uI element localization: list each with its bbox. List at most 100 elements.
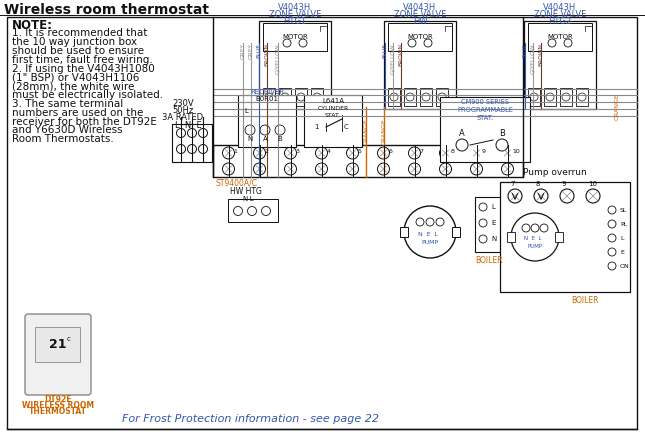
Circle shape: [508, 189, 522, 203]
Text: G/YELLOW: G/YELLOW: [275, 43, 281, 73]
Bar: [400, 227, 408, 237]
Circle shape: [404, 206, 456, 258]
Circle shape: [502, 147, 513, 159]
Text: HTG2: HTG2: [548, 17, 571, 26]
Text: ZONE VALVE: ZONE VALVE: [534, 10, 586, 19]
Circle shape: [199, 144, 208, 153]
Text: CM900 SERIES: CM900 SERIES: [461, 99, 509, 105]
Circle shape: [531, 224, 539, 232]
Circle shape: [284, 163, 297, 175]
Bar: [35, 327, 80, 362]
Circle shape: [248, 207, 257, 215]
Text: BROWN: BROWN: [539, 43, 544, 66]
Text: Room Thermostats.: Room Thermostats.: [12, 134, 114, 144]
Circle shape: [560, 189, 574, 203]
Text: 2: 2: [264, 149, 268, 154]
Text: N  E  L: N E L: [524, 236, 542, 241]
Text: ON: ON: [620, 263, 630, 269]
Text: V4043H: V4043H: [543, 3, 577, 12]
Circle shape: [470, 163, 482, 175]
Circle shape: [562, 93, 570, 101]
Text: B0R01: B0R01: [255, 96, 279, 102]
Text: the 10 way junction box: the 10 way junction box: [12, 37, 137, 47]
Circle shape: [188, 128, 197, 138]
Circle shape: [245, 125, 255, 135]
Circle shape: [479, 235, 487, 243]
Circle shape: [502, 163, 513, 175]
Text: first time, fault free wiring.: first time, fault free wiring.: [12, 55, 153, 65]
Bar: [238, 95, 296, 147]
Circle shape: [223, 163, 235, 175]
Bar: [304, 95, 362, 147]
Bar: [420, 88, 432, 106]
Text: C: C: [344, 124, 348, 130]
Text: 10: 10: [588, 181, 597, 187]
Text: (1" BSP) or V4043H1106: (1" BSP) or V4043H1106: [12, 72, 139, 83]
Circle shape: [199, 128, 208, 138]
Circle shape: [438, 93, 446, 101]
Text: E: E: [620, 249, 624, 254]
Text: 1. It is recommended that: 1. It is recommended that: [12, 29, 147, 38]
Circle shape: [253, 147, 266, 159]
Circle shape: [299, 39, 307, 47]
Circle shape: [470, 147, 482, 159]
Circle shape: [346, 147, 359, 159]
Bar: [555, 232, 563, 242]
Text: L: L: [491, 204, 495, 210]
Bar: [475, 197, 503, 252]
Text: 3: 3: [295, 149, 299, 154]
Bar: [528, 88, 540, 106]
Text: A: A: [263, 136, 268, 142]
Circle shape: [496, 139, 508, 151]
Circle shape: [223, 147, 235, 159]
Circle shape: [265, 93, 273, 101]
Bar: [544, 88, 556, 106]
Circle shape: [233, 207, 243, 215]
Text: 9: 9: [482, 149, 486, 154]
Circle shape: [479, 219, 487, 227]
Bar: [560, 88, 572, 106]
Text: 21: 21: [49, 337, 66, 350]
Text: receiver for both the DT92E: receiver for both the DT92E: [12, 117, 157, 127]
Text: 10: 10: [513, 149, 521, 154]
Text: PUMP: PUMP: [421, 240, 439, 245]
Text: 1: 1: [233, 149, 237, 154]
Text: 1: 1: [313, 124, 318, 130]
Text: 3. The same terminal: 3. The same terminal: [12, 99, 123, 109]
Circle shape: [188, 144, 197, 153]
Text: MOTOR: MOTOR: [282, 34, 308, 40]
Text: 9: 9: [562, 181, 566, 187]
Circle shape: [479, 203, 487, 211]
Text: 8: 8: [536, 181, 541, 187]
Text: HTG1: HTG1: [283, 17, 306, 26]
Bar: [311, 88, 323, 106]
Circle shape: [564, 39, 572, 47]
Bar: [213, 145, 523, 177]
Circle shape: [534, 189, 548, 203]
Circle shape: [608, 206, 616, 214]
Bar: [384, 21, 456, 109]
Text: 6: 6: [388, 149, 392, 154]
Circle shape: [436, 218, 444, 226]
Circle shape: [283, 39, 291, 47]
Bar: [172, 124, 212, 162]
Text: (28mm), the white wire: (28mm), the white wire: [12, 81, 134, 91]
Text: BLUE: BLUE: [382, 43, 388, 58]
Text: must be electrically isolated.: must be electrically isolated.: [12, 90, 163, 100]
Bar: [263, 88, 275, 106]
Text: E: E: [491, 220, 495, 226]
Text: 230V: 230V: [172, 99, 194, 108]
Text: WIRELESS ROOM: WIRELESS ROOM: [22, 401, 94, 410]
Text: ORANGE: ORANGE: [615, 93, 619, 120]
Text: N  E  L: N E L: [418, 232, 438, 236]
Text: B: B: [499, 130, 505, 139]
Circle shape: [530, 93, 538, 101]
Text: MOTOR: MOTOR: [547, 34, 573, 40]
Text: numbers are used on the: numbers are used on the: [12, 108, 143, 118]
Text: 5: 5: [357, 149, 361, 154]
Circle shape: [284, 147, 297, 159]
Text: G/YELLOW: G/YELLOW: [390, 43, 395, 73]
Text: HW HTG: HW HTG: [230, 187, 262, 196]
Text: V4043H: V4043H: [403, 3, 437, 12]
Text: L: L: [620, 236, 624, 240]
